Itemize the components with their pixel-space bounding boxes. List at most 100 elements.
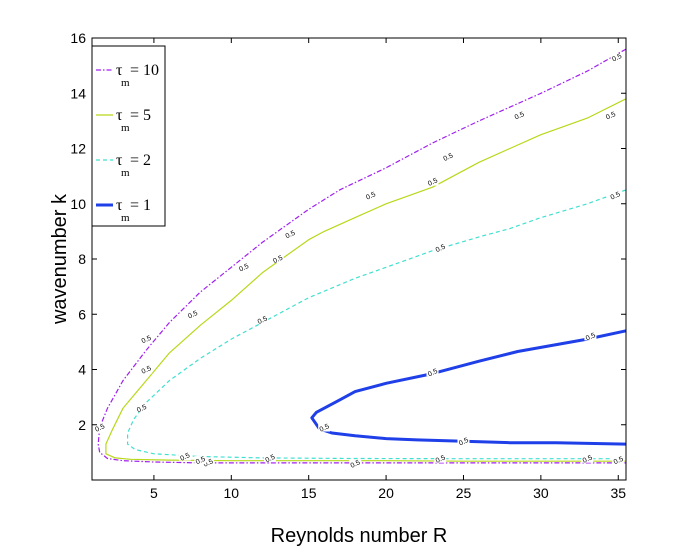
legend-label-symbol: τ [116, 152, 123, 169]
x-tick-label: 25 [456, 485, 472, 501]
contour-level-label: 0.5 [141, 365, 153, 376]
contour-label-backdrop [434, 243, 447, 252]
contour-label-backdrop [349, 459, 362, 468]
legend-label-subscript: m [121, 167, 130, 179]
contour-level-label: 0.5 [179, 452, 191, 463]
legend-label-value: = 1 [130, 197, 151, 214]
contour-level-label: 0.5 [203, 458, 215, 469]
contour-level-label: 0.5 [350, 459, 362, 470]
contour-label-backdrop [271, 255, 284, 263]
contour-level-label: 0.5 [141, 335, 153, 346]
contour-level-label: 0.5 [611, 53, 623, 64]
legend-label-value: = 2 [130, 152, 151, 169]
contour-label-backdrop [284, 230, 297, 239]
contour-level-label: 0.5 [427, 368, 439, 379]
contour-label-backdrop [140, 365, 153, 374]
contour-level-label: 0.5 [443, 152, 455, 163]
contour-label-backdrop [318, 423, 331, 432]
contour-level-label: 0.5 [613, 456, 625, 467]
contour-label-backdrop [513, 111, 526, 120]
contour-label-layer: 0.5 0.5 0.5 0.5 0.5 0.5 0.5 0.5 0.5 0.5 0.5 0.5 0.5 0… [93, 53, 625, 470]
legend-label-value: = 10 [130, 62, 159, 79]
legend-label-value: = 5 [130, 107, 151, 124]
legend-label-subscript: m [121, 212, 130, 224]
legend-box [91, 45, 166, 227]
x-tick-label: 10 [224, 485, 240, 501]
contour-level-label: 0.5 [136, 404, 148, 415]
contour-level-label: 0.5 [427, 177, 439, 188]
y-tick-label: 2 [78, 417, 86, 433]
y-tick-label: 14 [70, 85, 86, 101]
contour-label-backdrop [434, 454, 447, 463]
contour-level-label: 0.5 [265, 454, 277, 465]
contour-label-backdrop [93, 423, 106, 432]
contour-level-label: 0.5 [285, 230, 297, 241]
contour-level-label: 0.5 [514, 111, 526, 122]
x-tick-label: 15 [301, 485, 317, 501]
contour-level-label: 0.5 [610, 191, 622, 202]
contour-level-label: 0.5 [238, 263, 250, 274]
contour-level-label: 0.5 [582, 454, 594, 465]
y-tick-label: 4 [78, 362, 86, 378]
contour-label-backdrop [609, 191, 622, 200]
contour-label-backdrop [426, 177, 439, 186]
contour-level-label: 0.5 [458, 437, 470, 448]
contour-label-backdrop [581, 454, 594, 463]
contour-label-backdrop [186, 310, 199, 319]
legend-label-symbol: τ [116, 197, 123, 214]
series-layer [97, 48, 627, 464]
contour-label-backdrop [457, 437, 470, 446]
contour-level-label: 0.5 [319, 423, 331, 434]
contour-level-label: 0.5 [435, 244, 447, 255]
contour-label-backdrop [584, 332, 597, 341]
legend-label-subscript: m [121, 77, 130, 89]
contour-level-label: 0.5 [187, 310, 199, 321]
x-tick-label: 35 [610, 485, 626, 501]
series-line-tau-10 [97, 48, 627, 464]
contour-level-label: 0.5 [257, 315, 269, 326]
series-line-tau-5 [105, 98, 627, 462]
y-tick-label: 8 [78, 251, 86, 267]
contour-label-backdrop [264, 454, 276, 463]
y-axis-title: wavenumber k [49, 193, 71, 325]
contour-label-backdrop [604, 111, 617, 120]
contour-label-backdrop [426, 368, 439, 377]
x-tick-label: 30 [533, 485, 549, 501]
contour-label-backdrop [237, 263, 250, 272]
tick-layer: 5 10 15 20 25 30 35 2 4 6 8 10 12 14 16 [70, 30, 626, 501]
contour-label-backdrop [140, 335, 153, 344]
x-tick-label: 5 [150, 485, 158, 501]
legend-label-symbol: τ [116, 107, 123, 124]
contour-label-backdrop [256, 315, 269, 324]
x-axis-title: Reynolds number R [271, 525, 448, 547]
x-tick-label: 20 [378, 485, 394, 501]
contour-label-backdrop [194, 456, 207, 465]
contour-level-label: 0.5 [272, 255, 284, 266]
y-tick-label: 16 [70, 30, 86, 46]
series-line-tau-2 [126, 189, 627, 460]
legend-label-subscript: m [121, 122, 130, 134]
contour-label-backdrop [178, 452, 191, 461]
contour-label-backdrop [442, 152, 454, 161]
contour-label-backdrop [135, 404, 148, 413]
contour-level-label: 0.5 [435, 454, 447, 465]
contour-level-label: 0.5 [195, 456, 207, 467]
contour-level-label: 0.5 [365, 191, 377, 202]
contour-label-backdrop [610, 53, 623, 62]
contour-label-backdrop [202, 458, 215, 467]
contour-label-backdrop [364, 191, 377, 200]
contour-level-label: 0.5 [585, 332, 597, 343]
series-line-tau-1 [310, 329, 627, 446]
legend-label-symbol: τ [116, 62, 123, 79]
contour-level-label: 0.5 [605, 111, 617, 122]
y-tick-label: 10 [70, 196, 86, 212]
contour-label-backdrop [612, 456, 625, 465]
y-tick-label: 12 [70, 141, 86, 157]
y-tick-label: 6 [78, 306, 86, 322]
plot-area-background [92, 38, 626, 480]
contour-level-label: 0.5 [94, 423, 106, 434]
